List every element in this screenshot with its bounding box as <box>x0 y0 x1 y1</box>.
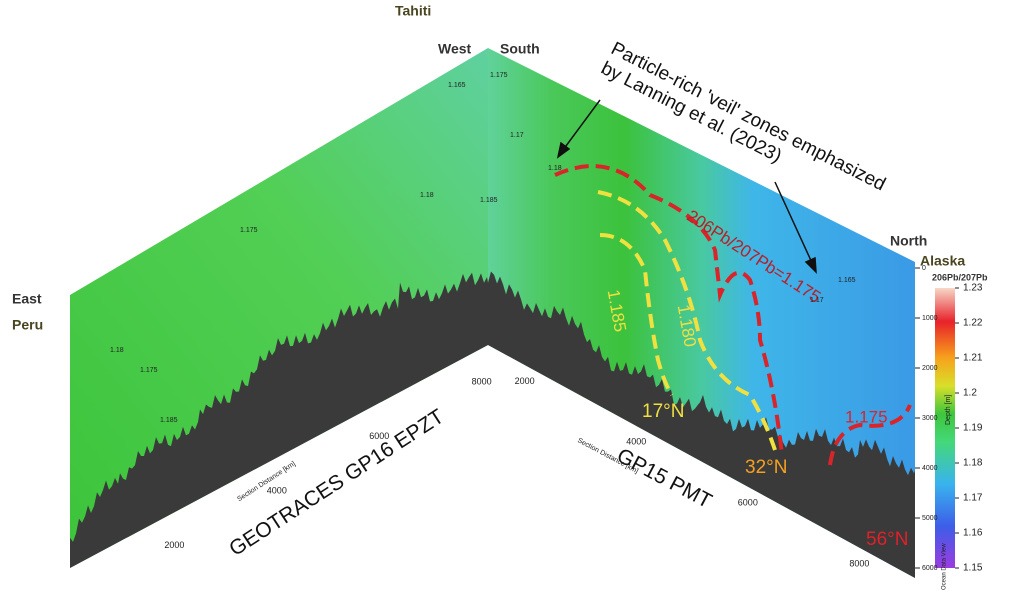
latitude-label: 56°N <box>866 529 908 550</box>
contour-label: 1.165 <box>838 277 856 284</box>
contour-label: 1.165 <box>448 82 466 89</box>
contour-label: 1.185 <box>480 197 498 204</box>
depth-tick-label: 4000 <box>922 465 938 472</box>
isolines <box>554 164 912 466</box>
tahiti-label: Tahiti <box>395 3 431 19</box>
alaska-label: Alaska <box>920 253 965 269</box>
depth-axis-label: Depth [m] <box>945 395 952 425</box>
contour-label: 1.17 <box>510 132 524 139</box>
colorbar-tick-label: 1.17 <box>963 493 983 504</box>
colorbar-tick-label: 1.15 <box>963 563 983 574</box>
contour-label: 1.175 <box>140 367 158 374</box>
gp16-distance-tick: 8000 <box>472 376 492 386</box>
colorbar-tick-label: 1.19 <box>963 423 983 434</box>
north-label: North <box>890 233 927 249</box>
contour-label: 1.175 <box>490 72 508 79</box>
latitude-label: 17°N <box>642 401 684 422</box>
gp15-distance-tick: 8000 <box>849 558 869 568</box>
colorbar-tick-label: 1.2 <box>963 388 977 399</box>
gp16-distance-tick: 6000 <box>369 431 389 441</box>
depth-tick-label: 3000 <box>922 415 938 422</box>
arrows <box>556 99 817 274</box>
gp16-distance-tick: 4000 <box>267 485 287 495</box>
colorbar-tick-label: 1.22 <box>963 318 983 329</box>
depth-tick-label: 0 <box>922 265 926 272</box>
isoline-label: 1.175 <box>845 407 888 426</box>
colorbar-tick-label: 1.21 <box>963 353 983 364</box>
contour-label: 1.18 <box>110 347 124 354</box>
west-label: West <box>438 41 472 57</box>
gp15-distance-tick: 4000 <box>626 437 646 447</box>
depth-tick-label: 2000 <box>922 365 938 372</box>
gp15-distance-tick: 6000 <box>738 498 758 508</box>
gp15-distance-tick: 2000 <box>515 376 535 386</box>
colorbar-tick-label: 1.23 <box>963 283 983 294</box>
colorbar-tick-label: 1.16 <box>963 528 983 539</box>
colorbar-credit: Ocean Data View <box>942 543 948 590</box>
depth-tick-label: 5000 <box>922 515 938 522</box>
colorbar-tick-label: 1.18 <box>963 458 983 469</box>
contour-label: 1.18 <box>548 165 562 172</box>
south-label: South <box>500 41 540 57</box>
peru-label: Peru <box>12 317 43 333</box>
colorbar-title: 206Pb/207Pb <box>932 272 988 282</box>
colorbar <box>935 288 955 568</box>
contour-label: 1.17 <box>810 297 824 304</box>
depth-tick-label: 1000 <box>922 315 938 322</box>
depth-tick-label: 6000 <box>922 565 938 572</box>
east-label: East <box>12 291 42 307</box>
bathymetry <box>70 271 915 578</box>
gp16-distance-tick: 2000 <box>164 540 184 550</box>
contour-label: 1.18 <box>420 192 434 199</box>
contour-label: 1.185 <box>160 417 178 424</box>
latitude-label: 32°N <box>745 457 787 478</box>
contour-label: 1.175 <box>240 227 258 234</box>
